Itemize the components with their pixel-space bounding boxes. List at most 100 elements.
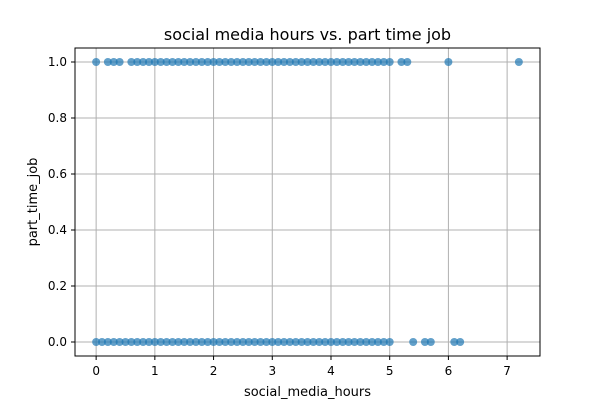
scatter-point xyxy=(338,338,347,346)
scatter-point xyxy=(274,58,283,66)
scatter-point xyxy=(221,58,230,66)
scatter-point xyxy=(238,58,247,66)
scatter-point xyxy=(268,338,277,346)
scatter-point xyxy=(338,58,347,66)
scatter-point xyxy=(280,58,289,66)
scatter-point xyxy=(186,338,195,346)
scatter-point xyxy=(280,338,289,346)
scatter-point xyxy=(139,338,148,346)
x-tick-label: 5 xyxy=(386,364,394,378)
scatter-point xyxy=(144,338,153,346)
x-tick-label: 7 xyxy=(503,364,511,378)
y-tick-label: 1.0 xyxy=(48,55,67,69)
scatter-point xyxy=(168,338,177,346)
scatter-point xyxy=(156,338,165,346)
scatter-point xyxy=(209,338,218,346)
scatter-point xyxy=(362,338,371,346)
scatter-point xyxy=(92,338,101,346)
scatter-point xyxy=(221,338,230,346)
scatter-point xyxy=(262,338,271,346)
plot-frame xyxy=(74,47,541,357)
x-tick-label: 3 xyxy=(268,364,276,378)
scatter-point xyxy=(420,338,429,346)
scatter-point xyxy=(115,338,124,346)
scatter-point xyxy=(127,338,136,346)
scatter-point xyxy=(373,58,382,66)
scatter-point xyxy=(244,58,253,66)
scatter-point xyxy=(191,338,200,346)
scatter-point xyxy=(344,338,353,346)
scatter-point xyxy=(191,58,200,66)
x-tick-label: 1 xyxy=(151,364,159,378)
scatter-point xyxy=(139,58,148,66)
scatter-point xyxy=(368,338,377,346)
scatter-point xyxy=(262,58,271,66)
scatter-point xyxy=(109,338,118,346)
scatter-point xyxy=(203,58,212,66)
scatter-point xyxy=(227,58,236,66)
scatter-point xyxy=(297,338,306,346)
scatter-point xyxy=(197,58,206,66)
scatter-point xyxy=(379,58,388,66)
scatter-point xyxy=(174,338,183,346)
scatter-point xyxy=(350,58,359,66)
x-tick-label: 6 xyxy=(445,364,453,378)
scatter-point xyxy=(291,338,300,346)
scatter-point xyxy=(233,58,242,66)
data-points xyxy=(92,58,523,346)
scatter-point xyxy=(168,58,177,66)
scatter-point xyxy=(356,58,365,66)
scatter-point xyxy=(250,58,259,66)
scatter-point xyxy=(150,58,159,66)
grid xyxy=(75,48,540,356)
scatter-point xyxy=(397,58,406,66)
scatter-point xyxy=(92,58,101,66)
scatter-point xyxy=(256,58,265,66)
scatter-point xyxy=(203,338,212,346)
x-tick-label: 2 xyxy=(210,364,218,378)
scatter-point xyxy=(350,338,359,346)
scatter-point xyxy=(514,58,523,66)
scatter-point xyxy=(291,58,300,66)
scatter-point xyxy=(227,338,236,346)
scatter-point xyxy=(127,58,136,66)
scatter-point xyxy=(303,338,312,346)
y-axis-label: part_time_job xyxy=(26,158,41,247)
scatter-point xyxy=(450,338,459,346)
scatter-point xyxy=(103,338,112,346)
scatter-point xyxy=(215,338,224,346)
scatter-point xyxy=(109,58,118,66)
x-tick-label: 4 xyxy=(327,364,335,378)
scatter-point xyxy=(162,338,171,346)
scatter-point xyxy=(332,58,341,66)
scatter-point xyxy=(309,338,318,346)
scatter-point xyxy=(332,338,341,346)
scatter-point xyxy=(244,338,253,346)
x-tick-label: 0 xyxy=(92,364,100,378)
scatter-point xyxy=(103,58,112,66)
scatter-point xyxy=(215,58,224,66)
scatter-point xyxy=(326,338,335,346)
scatter-point xyxy=(368,58,377,66)
scatter-point xyxy=(403,58,412,66)
scatter-point xyxy=(297,58,306,66)
scatter-point xyxy=(274,338,283,346)
scatter-point xyxy=(326,58,335,66)
scatter-point xyxy=(180,58,189,66)
scatter-point xyxy=(133,58,142,66)
scatter-point xyxy=(186,58,195,66)
scatter-point xyxy=(373,338,382,346)
y-tick-label: 0.8 xyxy=(48,111,67,125)
scatter-point xyxy=(162,58,171,66)
scatter-point xyxy=(133,338,142,346)
scatter-point xyxy=(356,338,365,346)
y-tick-label: 0.0 xyxy=(48,335,67,349)
scatter-point xyxy=(385,58,394,66)
scatter-point xyxy=(174,58,183,66)
scatter-point xyxy=(238,338,247,346)
scatter-point xyxy=(268,58,277,66)
scatter-point xyxy=(285,58,294,66)
scatter-point xyxy=(150,338,159,346)
scatter-point xyxy=(321,58,330,66)
